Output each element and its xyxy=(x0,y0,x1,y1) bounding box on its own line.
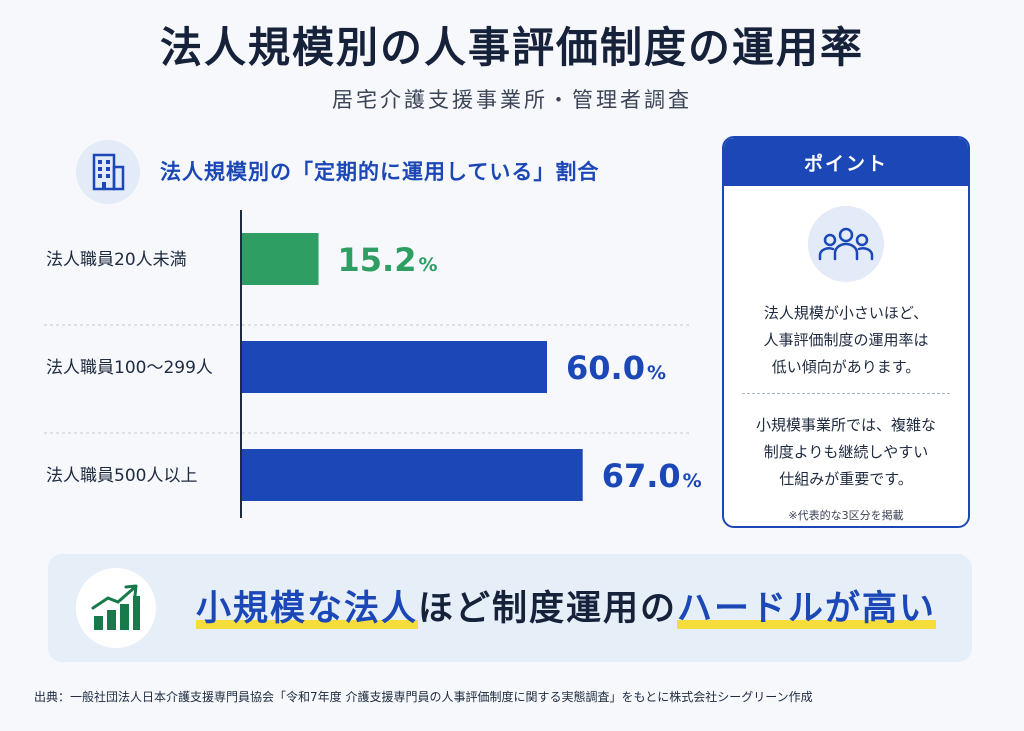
chart-title: 法人規模別の「定期的に運用している」割合 xyxy=(160,160,600,184)
bar-chart: 法人職員20人未満 15.2 % 法人職員100〜299人 60.0 % 法人職員500人以… xyxy=(44,210,702,518)
point-header: ポイント xyxy=(724,138,968,186)
point-divider xyxy=(742,393,950,394)
point-text-1: 法人規模が小さいほど、 人事評価制度の運用率は 低い傾向があります。 xyxy=(763,304,929,376)
people-group-icon xyxy=(808,206,884,282)
building-icon xyxy=(76,140,140,204)
data-label: 67.0% xyxy=(602,457,702,495)
category-label: 法人職員100〜299人 xyxy=(46,358,213,378)
category-label: 法人職員500人以上 xyxy=(46,466,197,486)
conclusion-banner: 小規模な法人ほど制度運用のハードルが高い xyxy=(48,554,972,662)
source-citation: 出典：一般社団法人日本介護支援専門員協会「令和7年度 介護支援専門員の人事評価制… xyxy=(34,690,813,704)
conclusion-highlight-1: 小規模な法人 xyxy=(196,589,419,629)
growth-chart-icon xyxy=(76,568,156,648)
page-subtitle: 居宅介護支援事業所・管理者調査 xyxy=(332,88,692,112)
point-text-2: 小規模事業所では、複雑な 制度よりも継続しやすい 仕組みが重要です。 xyxy=(755,416,936,488)
bar xyxy=(241,449,583,501)
category-label: 法人職員20人未満 xyxy=(46,250,187,270)
conclusion-middle: ほど制度運用の xyxy=(418,589,678,629)
page-title: 法人規模別の人事評価制度の運用率 xyxy=(159,23,864,72)
bar xyxy=(241,233,319,285)
conclusion-highlight-2: ハードルが高い xyxy=(677,589,937,629)
data-label: 15.2% xyxy=(338,241,438,279)
conclusion-text: 小規模な法人ほど制度運用のハードルが高い xyxy=(196,580,937,631)
point-panel: ポイント 法人規模が小さいほど、 人事評価制度の運用率は 低い傾向があります。 … xyxy=(722,136,970,528)
data-label: 60.0% xyxy=(566,349,666,387)
bar xyxy=(241,341,547,393)
point-note: ※代表的な3区分を掲載 xyxy=(788,509,904,522)
